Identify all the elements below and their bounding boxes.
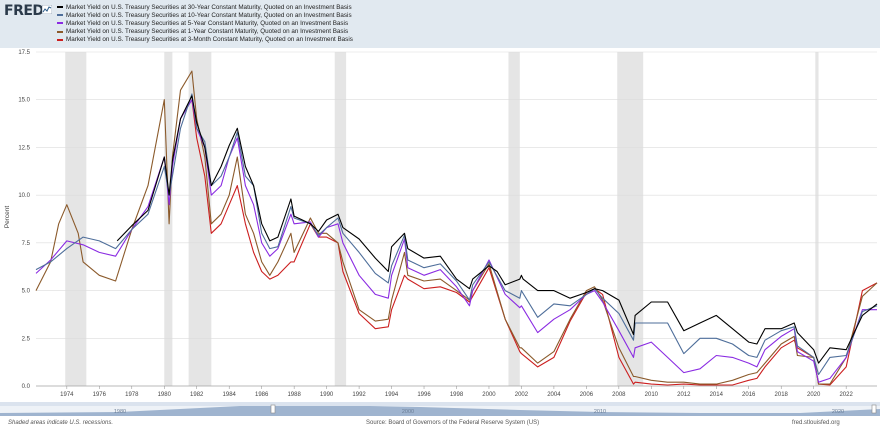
x-tick-label: 1984 <box>223 392 237 398</box>
legend-label: Market Yield on U.S. Treasury Securities… <box>66 36 353 44</box>
y-tick-label: 15.0 <box>18 98 30 104</box>
x-tick-label: 1986 <box>255 392 269 398</box>
recession-band <box>815 52 819 386</box>
x-tick-label: 1974 <box>60 392 74 398</box>
navigator-label: 1980 <box>114 409 126 415</box>
chart-plot: 0.02.55.07.510.012.515.017.5 1974 1976 197… <box>4 50 878 398</box>
y-tick-label: 0.0 <box>22 384 31 390</box>
x-tick-label: 1992 <box>352 392 366 398</box>
legend-swatch <box>57 6 63 9</box>
recession-band <box>65 52 87 386</box>
chart-logo-icon <box>42 5 52 14</box>
navigator-scrollbar[interactable] <box>0 402 880 406</box>
legend-label: Market Yield on U.S. Treasury Securities… <box>66 3 352 11</box>
series-line-3[interactable] <box>35 70 878 385</box>
legend-label: Market Yield on U.S. Treasury Securities… <box>66 19 349 27</box>
y-tick-label: 5.0 <box>22 289 31 295</box>
x-tick-label: 2002 <box>515 392 529 398</box>
legend-label: Market Yield on U.S. Treasury Securities… <box>66 28 349 36</box>
x-tick-label: 1998 <box>450 392 464 398</box>
navigator-handle-right[interactable] <box>871 404 877 414</box>
series-line-2[interactable] <box>35 99 877 383</box>
legend-item[interactable]: Market Yield on U.S. Treasury Securities… <box>57 19 353 27</box>
x-tick-label: 1980 <box>158 392 172 398</box>
recession-band <box>508 52 520 386</box>
x-tick-label: 2012 <box>677 392 691 398</box>
recession-band <box>617 52 644 386</box>
recession-shading <box>65 52 819 386</box>
navigator-area <box>0 405 880 416</box>
navigator-label: 2010 <box>594 409 606 415</box>
x-tick-label: 2008 <box>612 392 626 398</box>
legend-item[interactable]: Market Yield on U.S. Treasury Securities… <box>57 11 353 19</box>
x-tick-label: 2022 <box>839 392 853 398</box>
series-line-0[interactable] <box>116 95 878 364</box>
recession-band <box>164 52 173 386</box>
y-tick-label: 12.5 <box>18 145 30 151</box>
x-tick-label: 2014 <box>710 392 724 398</box>
legend-swatch <box>57 22 63 25</box>
x-axis: 1974 1976 1978 1980 1982 1984 1986 1988 1990 1992… <box>36 385 877 398</box>
gridlines <box>36 51 877 387</box>
range-navigator[interactable]: 1980 2000 2010 2020 <box>0 402 880 416</box>
recession-band <box>334 52 347 386</box>
legend-label: Market Yield on U.S. Treasury Securities… <box>66 11 352 19</box>
legend-swatch <box>57 38 63 41</box>
series-line-1[interactable] <box>35 93 878 376</box>
x-tick-label: 1996 <box>417 392 431 398</box>
legend-swatch <box>57 14 63 17</box>
y-axis: 0.0 2.5 5.0 7.5 10.0 12.5 15.0 17.5 <box>18 50 30 390</box>
x-tick-label: 2010 <box>645 392 659 398</box>
legend-item[interactable]: Market Yield on U.S. Treasury Securities… <box>57 28 353 36</box>
x-tick-label: 2020 <box>807 392 821 398</box>
navigator-label: 2020 <box>832 409 844 415</box>
x-tick-label: 1982 <box>190 392 204 398</box>
x-tick-label: 1976 <box>93 392 107 398</box>
x-tick-label: 1988 <box>287 392 301 398</box>
fred-logo[interactable]: FRED <box>4 3 44 19</box>
x-tick-label: 1994 <box>385 392 399 398</box>
x-tick-label: 2006 <box>580 392 594 398</box>
y-tick-label: 17.5 <box>18 50 30 56</box>
y-tick-label: 10.0 <box>18 193 30 199</box>
x-tick-label: 2016 <box>742 392 756 398</box>
series-line-4[interactable] <box>191 99 878 386</box>
recession-note: Shaded areas indicate U.S. recessions. <box>8 420 114 426</box>
y-tick-label: 7.5 <box>22 241 31 247</box>
legend-item[interactable]: Market Yield on U.S. Treasury Securities… <box>57 3 353 11</box>
x-tick-label: 2004 <box>547 392 561 398</box>
x-tick-label: 2018 <box>775 392 789 398</box>
legend-swatch <box>57 30 63 33</box>
legend-item[interactable]: Market Yield on U.S. Treasury Securities… <box>57 36 353 44</box>
x-tick-label: 2000 <box>482 392 496 398</box>
navigator-label: 2000 <box>402 409 414 415</box>
chart-header: FRED Market Yield on U.S. Treasury Secur… <box>0 0 880 48</box>
recession-band <box>188 52 212 386</box>
series-lines <box>35 70 878 386</box>
x-tick-label: 1990 <box>320 392 334 398</box>
source-text: Source: Board of Governors of the Federa… <box>366 420 540 426</box>
navigator-handle-left[interactable] <box>270 404 276 414</box>
source-url-link[interactable]: fred.stlouisfed.org <box>792 420 840 426</box>
chart-legend: Market Yield on U.S. Treasury Securities… <box>57 3 353 44</box>
y-axis-label: Percent <box>4 206 11 229</box>
x-tick-label: 1978 <box>125 392 139 398</box>
y-tick-label: 2.5 <box>22 336 31 342</box>
